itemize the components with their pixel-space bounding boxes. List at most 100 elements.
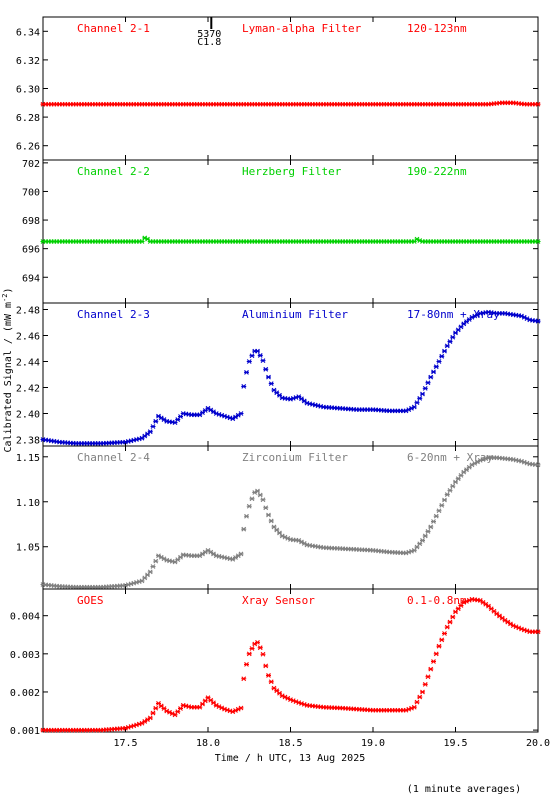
y-tick-label: 2.48 (16, 306, 40, 317)
data-point (455, 476, 461, 482)
band-label: 0.1-0.8nm (407, 594, 467, 607)
data-point (414, 699, 420, 705)
data-point (428, 374, 434, 380)
data-point (428, 524, 434, 530)
data-point (241, 676, 247, 682)
data-point (411, 404, 417, 410)
data-point (266, 512, 271, 518)
panel-3: 2.38 2.40 2.42 2.44 2.46 2.48 Channel 2-3 Alumi… (16, 302, 541, 447)
data-point (425, 380, 431, 386)
data-point (266, 374, 271, 380)
x-axis: 17.5 18.0 18.5 19.0 19.5 20.0 (113, 738, 550, 749)
y-tick-label: 0.004 (10, 612, 40, 623)
y-tick-label: 6.34 (16, 27, 40, 38)
y-tick-label: 2.46 (16, 332, 40, 343)
panel-frame (42, 159, 539, 304)
data-point (260, 651, 266, 657)
data-point (447, 619, 453, 625)
data-point (249, 646, 255, 651)
band-label: 6-20nm + Xray (407, 451, 493, 464)
data-point (535, 629, 541, 635)
data-point (535, 239, 541, 244)
data-point (257, 353, 263, 358)
data-point (444, 624, 450, 630)
data-point (241, 384, 247, 389)
data-point (425, 674, 431, 680)
panel-5: 0.001 0.002 0.003 0.004 GOES Xray Sensor 0.1-0… (10, 588, 541, 737)
data-point (238, 551, 244, 557)
data-point (436, 643, 442, 649)
data-point (420, 689, 425, 695)
data-series (40, 235, 541, 244)
data-point (244, 513, 249, 519)
data-point (263, 663, 269, 669)
y-tick-label: 2.44 (16, 358, 40, 369)
data-point (447, 339, 453, 344)
data-point (257, 492, 263, 498)
panel-1: 6.26 6.28 6.30 6.32 6.34 Channel 2-1 Lyman-alp… (16, 16, 541, 161)
data-point (453, 479, 458, 485)
y-tick-label: 1.05 (16, 543, 40, 554)
data-point (431, 519, 436, 524)
data-point (153, 705, 159, 711)
data-point (444, 492, 450, 497)
x-tick-label: 20.0 (526, 738, 550, 749)
band-label: 17-80nm + Xray (407, 308, 500, 321)
footnote: (1 minute averages) (407, 784, 521, 795)
x-axis-title: Time / h UTC, 13 Aug 2025 (215, 753, 366, 764)
data-point (263, 505, 269, 511)
data-point (255, 488, 260, 494)
y-axis-title: Calibrated Signal / (mW m-2) (1, 288, 14, 453)
data-point (147, 429, 153, 435)
data-point (422, 385, 428, 391)
x-tick-label: 19.5 (443, 738, 467, 749)
data-point (244, 369, 249, 375)
data-point (244, 662, 249, 667)
band-label: 190-222nm (407, 165, 467, 178)
data-point (153, 418, 159, 424)
data-point (436, 359, 442, 364)
data-point (431, 659, 436, 664)
data-point (150, 424, 156, 429)
data-point (442, 497, 447, 503)
data-point (535, 101, 541, 107)
data-point (255, 348, 260, 354)
band-label: 120-123nm (407, 22, 467, 35)
data-point (150, 710, 156, 716)
data-point (153, 558, 159, 564)
data-point (246, 651, 252, 657)
data-point (417, 694, 423, 700)
y-tick-label: 6.28 (16, 113, 40, 124)
data-point (411, 547, 417, 553)
data-point (257, 645, 263, 651)
data-point (535, 318, 541, 324)
data-point (249, 353, 255, 359)
data-point (147, 569, 153, 575)
y-tick-label: 702 (22, 159, 40, 170)
data-point (147, 715, 153, 721)
data-point (260, 358, 266, 364)
data-point (436, 508, 442, 514)
data-point (150, 564, 156, 569)
data-point (483, 601, 489, 607)
y-tick-label: 0.001 (10, 726, 40, 737)
data-point (450, 334, 456, 340)
data-point (439, 637, 445, 643)
data-point (422, 533, 428, 539)
data-point (246, 503, 252, 509)
data-point (260, 497, 266, 503)
y-tick-label: 6.26 (16, 142, 40, 153)
data-point (428, 666, 434, 672)
panel-frame (42, 588, 539, 733)
data-point (139, 239, 145, 244)
data-series (40, 309, 541, 446)
y-axis-title-end: ) (3, 288, 14, 294)
channel-label: Channel 2-1 (77, 22, 150, 35)
y-tick-label: 698 (22, 216, 40, 227)
filter-label: Herzberg Filter (242, 165, 342, 178)
data-point (450, 483, 456, 489)
panel-frame (42, 16, 539, 161)
y-axis-title-sup: -2 (1, 294, 9, 302)
y-tick-label: 696 (22, 245, 40, 256)
filter-label: Xray Sensor (242, 594, 315, 607)
